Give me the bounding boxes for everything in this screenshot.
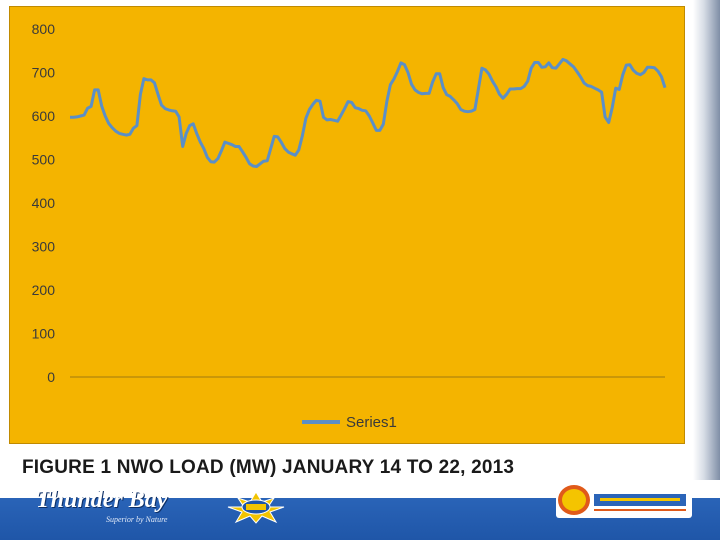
emblem-icon xyxy=(227,491,285,524)
y-tick-label: 500 xyxy=(32,152,56,168)
y-tick-label: 0 xyxy=(47,369,55,385)
footer-divider xyxy=(0,480,720,498)
y-tick-label: 600 xyxy=(32,108,56,124)
noma-logo xyxy=(556,482,692,518)
line-chart: 800 700 600 500 400 300 200 100 0 Series1 xyxy=(32,21,667,431)
y-tick-label: 100 xyxy=(32,326,56,342)
y-tick-label: 800 xyxy=(32,21,56,37)
thunder-bay-logo: Thunder Bay Superior by Nature xyxy=(36,487,206,537)
y-tick-label: 200 xyxy=(32,282,56,298)
y-tick-label: 700 xyxy=(32,65,56,81)
legend-label: Series1 xyxy=(346,414,397,431)
plot-area: 800 700 600 500 400 300 200 100 0 xyxy=(32,21,667,385)
figure-caption: FIGURE 1 NWO LOAD (MW) JANUARY 14 TO 22,… xyxy=(22,457,515,478)
legend: Series1 xyxy=(302,414,397,431)
series-line-0 xyxy=(70,57,667,168)
chart-panel: 800 700 600 500 400 300 200 100 0 Series1 xyxy=(9,6,685,444)
thunder-bay-logo-text: Thunder Bay xyxy=(36,487,168,513)
thunder-bay-logo-tagline: Superior by Nature xyxy=(106,515,168,524)
y-tick-label: 400 xyxy=(32,195,56,211)
slide-edge-decoration xyxy=(693,0,720,500)
y-tick-label: 300 xyxy=(32,239,56,255)
